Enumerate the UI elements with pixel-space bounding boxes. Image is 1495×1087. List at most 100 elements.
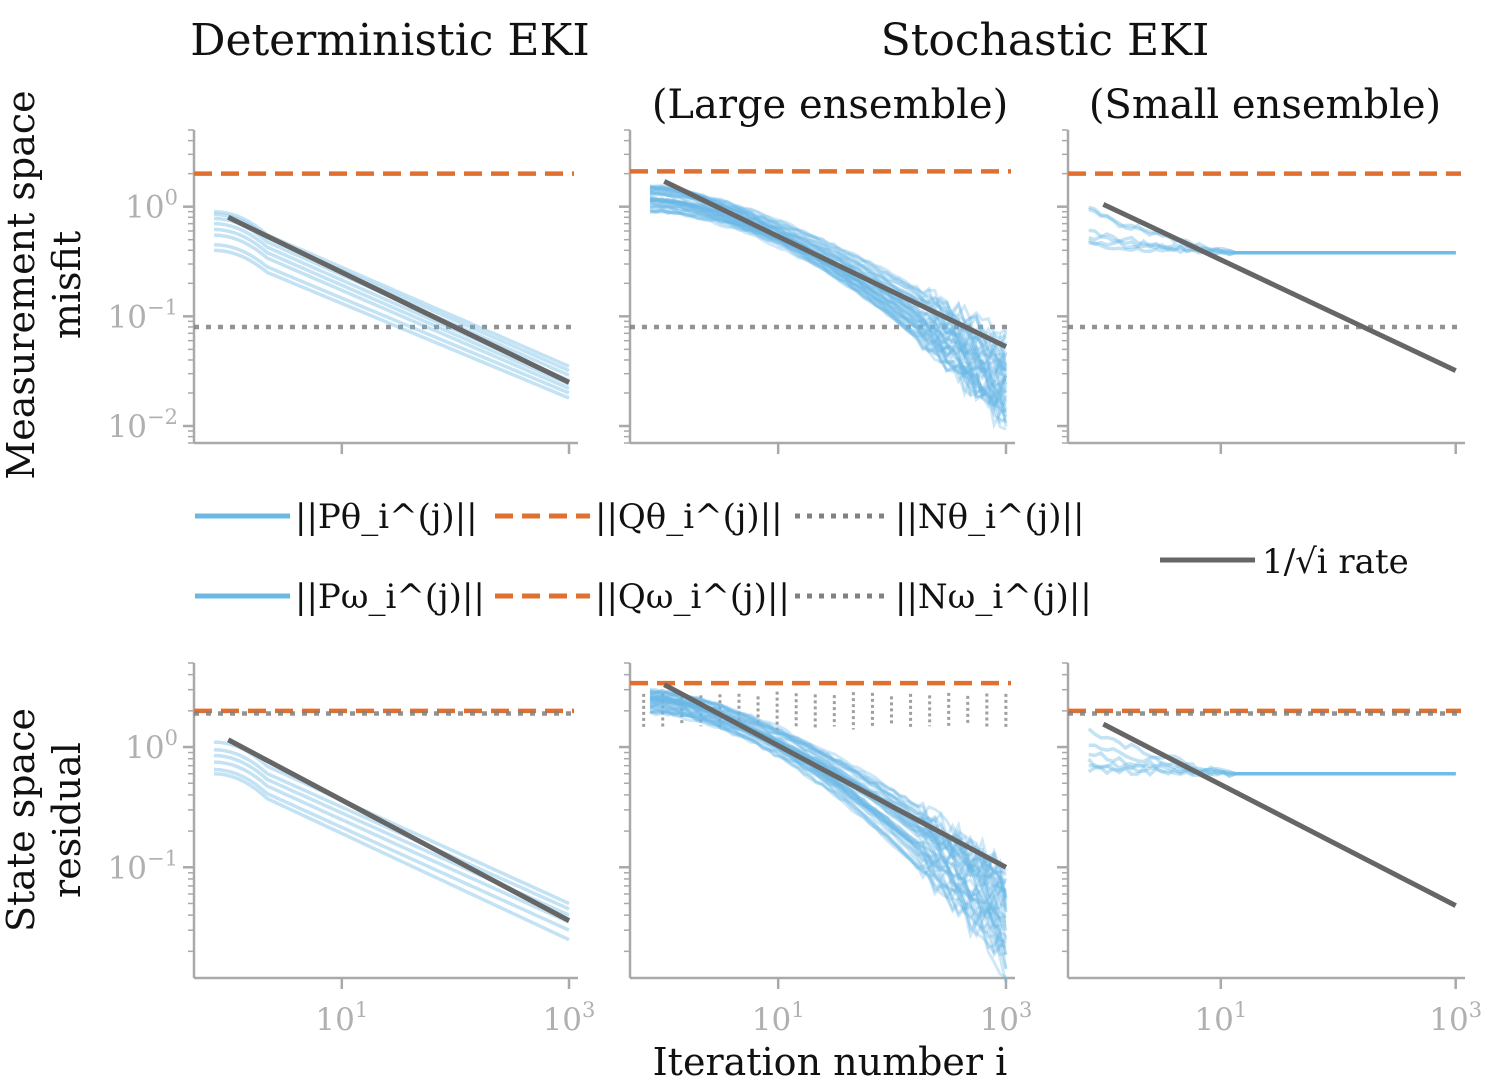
ensemble-line	[649, 185, 1008, 427]
ensemble-line	[1088, 234, 1456, 256]
rate-line	[227, 737, 571, 923]
ensemble-line	[1088, 751, 1456, 776]
ensemble-line	[649, 198, 1008, 406]
ensemble-line	[649, 710, 1007, 928]
ensemble-line	[1088, 207, 1456, 255]
ensemble-line	[649, 704, 1008, 970]
legend: ||Pθ_i^(j)|| ||Qθ_i^(j)|| ||Nθ_i^(j)|| |…	[195, 497, 1409, 617]
ensemble-line	[649, 200, 1008, 424]
subtitle-small-ensemble: (Small ensemble)	[1089, 82, 1441, 128]
x-tick-label: 103	[1429, 998, 1482, 1038]
ensemble-line	[649, 705, 1008, 969]
ensemble-line	[650, 208, 1007, 338]
subtitle-large-ensemble: (Large ensemble)	[652, 82, 1008, 128]
ensemble-line	[649, 204, 1008, 363]
ensemble-line	[650, 688, 1007, 923]
ensemble-line	[649, 692, 1007, 979]
ensemble-line	[649, 196, 1008, 369]
xlabel: Iteration number i	[653, 1040, 1008, 1084]
rate-line	[663, 682, 1008, 870]
ensemble-line	[1088, 743, 1456, 779]
ensemble-line	[213, 233, 570, 391]
ensemble-line	[649, 207, 1008, 385]
ensemble-line	[650, 198, 1007, 431]
panel-row1-deterministic: 100 10−1 10−2	[108, 129, 578, 454]
ensemble-line	[649, 196, 1008, 346]
ensemble-line	[649, 195, 1008, 402]
y-tick-label: 10−2	[108, 405, 178, 445]
panel-row1-stochastic-small	[1057, 129, 1465, 454]
ensemble-line	[649, 697, 1007, 900]
legend-orange-label-row2: ||Qω_i^(j)||	[595, 577, 790, 617]
legend-blue-label-row2: ||Pω_i^(j)||	[295, 577, 485, 617]
legend-blue-label-row1: ||Pθ_i^(j)||	[295, 497, 478, 537]
ensemble-line	[649, 187, 1008, 414]
x-tick-label: 101	[752, 998, 805, 1038]
ensemble-line	[649, 706, 1008, 898]
ensemble-line	[1088, 205, 1456, 255]
ensemble-line	[650, 697, 1007, 930]
ensemble-line	[649, 184, 1008, 390]
ensemble-line	[650, 707, 1007, 920]
ensemble-line	[649, 688, 1007, 914]
ensemble-line	[649, 204, 1007, 374]
y-tick-label: 100	[125, 186, 178, 226]
ensemble-line	[649, 190, 1008, 419]
rate-line	[1102, 721, 1457, 908]
ensemble-line	[649, 186, 1007, 358]
ensemble-line	[649, 191, 1007, 430]
ensemble-line	[650, 197, 1008, 418]
ensemble-line	[650, 697, 1007, 957]
ensemble-line	[1088, 241, 1456, 257]
ensemble-line	[649, 693, 1008, 953]
ensemble-line	[650, 198, 1008, 388]
ensemble-line	[649, 187, 1007, 422]
rate-line	[663, 179, 1008, 349]
y-tick-label: 10−1	[108, 846, 178, 886]
ensemble-line	[649, 702, 1007, 945]
ensemble-line	[649, 203, 1008, 402]
ensemble-line	[213, 242, 570, 395]
ensemble-line	[213, 767, 570, 932]
ensemble-line	[649, 709, 1008, 899]
y-tick-label: 100	[125, 726, 178, 766]
legend-rate-label: 1/√i rate	[1262, 542, 1409, 582]
ensemble-line	[649, 696, 1007, 937]
ensemble-line	[649, 201, 1007, 383]
ylabel-row2-line2: residual	[45, 742, 89, 898]
ensemble-line	[649, 705, 1008, 906]
panel-row2-stochastic-small: 101 103	[1057, 662, 1482, 1038]
x-tick-label: 103	[980, 998, 1033, 1038]
legend-gray-label-row2: ||Nω_i^(j)||	[895, 577, 1092, 617]
ensemble-line	[649, 195, 1008, 394]
ensemble-line	[1087, 238, 1456, 256]
ensemble-line	[213, 760, 570, 924]
ensemble-line	[650, 199, 1008, 410]
panel-row2-deterministic: 100 10−1 101 103	[108, 662, 595, 1038]
panel-row1-stochastic-large	[619, 129, 1015, 454]
ensemble-line	[649, 690, 1007, 877]
rate-line	[227, 215, 571, 385]
ensemble-line	[213, 771, 570, 942]
title-deterministic: Deterministic EKI	[190, 15, 590, 66]
ensemble-line	[649, 703, 1007, 956]
ensemble-line	[1087, 727, 1456, 776]
ensemble-line	[649, 710, 1008, 901]
ensemble-line	[649, 190, 1007, 425]
ensemble-line	[650, 197, 1008, 367]
ensemble-line	[650, 198, 1007, 367]
ensemble-line	[649, 709, 1007, 909]
ensemble-line	[649, 201, 1008, 417]
ensemble-line	[649, 709, 1007, 920]
legend-gray-label-row1: ||Nθ_i^(j)||	[895, 497, 1084, 537]
x-tick-label: 101	[1194, 998, 1247, 1038]
ensemble-line	[1088, 763, 1456, 778]
ensemble-line	[213, 747, 570, 911]
ensemble-line	[650, 210, 1008, 398]
ensemble-line	[649, 695, 1007, 944]
ensemble-line	[213, 248, 570, 400]
ensemble-line	[1087, 765, 1456, 777]
x-tick-label: 101	[315, 998, 368, 1038]
panel-row2-stochastic-large: 101 103	[619, 662, 1033, 1038]
